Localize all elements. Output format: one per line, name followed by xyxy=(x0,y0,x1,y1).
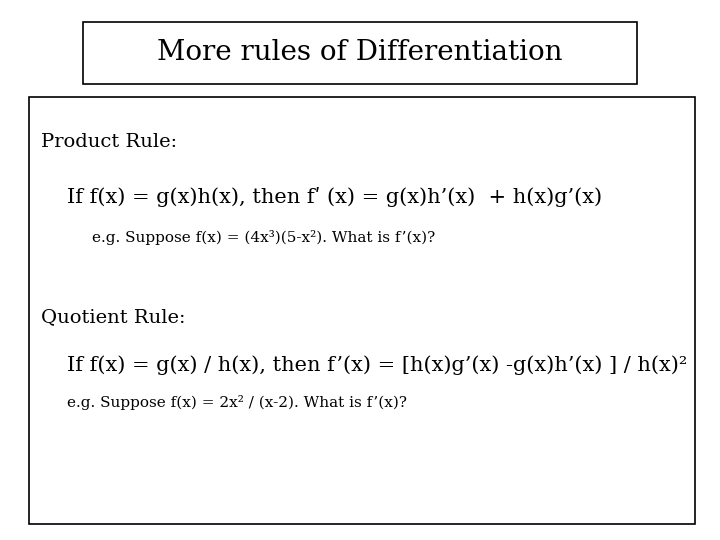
Text: e.g. Suppose f(x) = (4x³)(5-x²). What is f’(x)?: e.g. Suppose f(x) = (4x³)(5-x²). What is… xyxy=(92,230,435,245)
Text: e.g. Suppose f(x) = 2x² / (x-2). What is f’(x)?: e.g. Suppose f(x) = 2x² / (x-2). What is… xyxy=(67,395,407,410)
Text: If f(x) = g(x) / h(x), then f’(x) = [h(x)g’(x) -g(x)h’(x) ] / h(x)²: If f(x) = g(x) / h(x), then f’(x) = [h(x… xyxy=(67,355,687,375)
Bar xyxy=(29,97,695,524)
Text: More rules of Differentiation: More rules of Differentiation xyxy=(157,39,563,66)
Text: If f(x) = g(x)h(x), then fʹ (x) = g(x)h’(x)  + h(x)g’(x): If f(x) = g(x)h(x), then fʹ (x) = g(x)h’… xyxy=(67,187,602,207)
Text: Quotient Rule:: Quotient Rule: xyxy=(41,308,185,326)
Bar xyxy=(83,22,637,84)
Text: Product Rule:: Product Rule: xyxy=(41,133,177,151)
